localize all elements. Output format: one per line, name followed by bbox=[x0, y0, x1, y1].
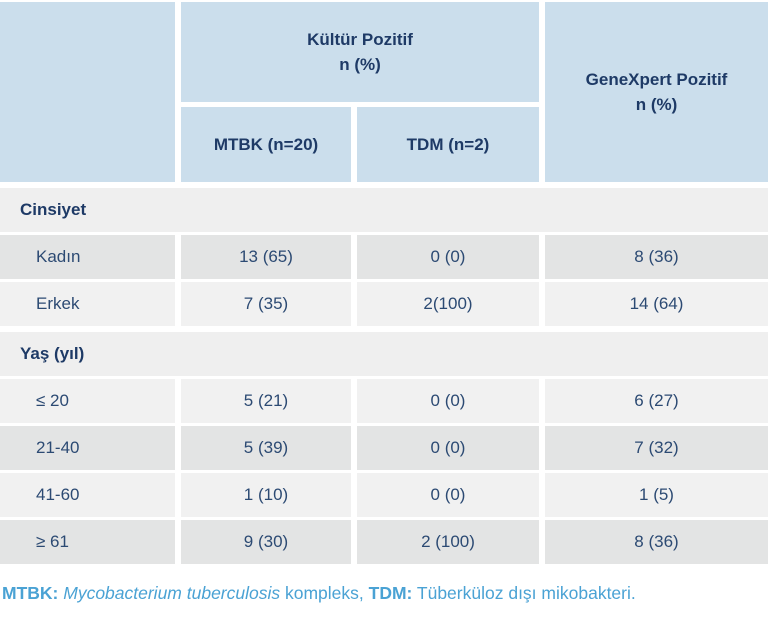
cell-tdm: 0 (0) bbox=[357, 426, 539, 470]
cell-genexpert: 8 (36) bbox=[545, 235, 768, 279]
cell-genexpert: 6 (27) bbox=[545, 379, 768, 423]
header-column-mtbk: MTBK (n=20) bbox=[181, 107, 351, 182]
row-label: Erkek bbox=[0, 282, 175, 326]
cell-mtbk: 5 (21) bbox=[181, 379, 351, 423]
table-row-age-21-40: 21-40 5 (39) 0 (0) 7 (32) bbox=[0, 426, 768, 470]
table-row-age-41-60: 41-60 1 (10) 0 (0) 1 (5) bbox=[0, 473, 768, 517]
table-header: Kültür Pozitif n (%) MTBK (n=20) TDM (n=… bbox=[0, 2, 768, 182]
row-label: Kadın bbox=[0, 235, 175, 279]
cell-tdm: 2(100) bbox=[357, 282, 539, 326]
footnote-mtbk-definition: kompleks, bbox=[280, 583, 369, 603]
section-header-cinsiyet: Cinsiyet bbox=[0, 188, 768, 232]
footnote-mtbk-abbreviation: MTBK: bbox=[2, 583, 59, 603]
row-label: 21-40 bbox=[0, 426, 175, 470]
cell-genexpert: 7 (32) bbox=[545, 426, 768, 470]
table-row-erkek: Erkek 7 (35) 2(100) 14 (64) bbox=[0, 282, 768, 326]
header-culture-positive-line2: n (%) bbox=[339, 55, 381, 74]
section-header-yas: Yaş (yıl) bbox=[0, 332, 768, 376]
cell-tdm: 0 (0) bbox=[357, 235, 539, 279]
cell-tdm: 0 (0) bbox=[357, 473, 539, 517]
cell-genexpert: 14 (64) bbox=[545, 282, 768, 326]
footnote-mtbk-species-name: Mycobacterium tuberculosis bbox=[58, 583, 281, 603]
cell-mtbk: 5 (39) bbox=[181, 426, 351, 470]
header-empty-corner-cell bbox=[0, 2, 175, 182]
cell-mtbk: 7 (35) bbox=[181, 282, 351, 326]
header-genexpert-line2: n (%) bbox=[635, 95, 678, 114]
header-culture-positive-line1: Kültür Pozitif bbox=[307, 30, 413, 49]
cell-genexpert: 8 (36) bbox=[545, 520, 768, 564]
footnote-tdm-abbreviation: TDM: bbox=[368, 583, 413, 603]
row-label: ≥ 61 bbox=[0, 520, 175, 564]
cell-mtbk: 9 (30) bbox=[181, 520, 351, 564]
cell-mtbk: 13 (65) bbox=[181, 235, 351, 279]
footnote-tdm-definition: Tüberküloz dışı mikobakteri. bbox=[412, 583, 636, 603]
table-row-age-le20: ≤ 20 5 (21) 0 (0) 6 (27) bbox=[0, 379, 768, 423]
footnote: MTBK: Mycobacterium tuberculosis komplek… bbox=[0, 581, 768, 606]
header-column-tdm: TDM (n=2) bbox=[357, 107, 539, 182]
cell-genexpert: 1 (5) bbox=[545, 473, 768, 517]
row-label: 41-60 bbox=[0, 473, 175, 517]
header-genexpert-line1: GeneXpert Pozitif bbox=[585, 70, 728, 89]
table-row-age-ge61: ≥ 61 9 (30) 2 (100) 8 (36) bbox=[0, 520, 768, 564]
row-label: ≤ 20 bbox=[0, 379, 175, 423]
header-culture-positive: Kültür Pozitif n (%) bbox=[181, 2, 539, 102]
header-genexpert-positive: GeneXpert Pozitif n (%) bbox=[545, 2, 768, 182]
table-row-kadin: Kadın 13 (65) 0 (0) 8 (36) bbox=[0, 235, 768, 279]
cell-tdm: 2 (100) bbox=[357, 520, 539, 564]
cell-mtbk: 1 (10) bbox=[181, 473, 351, 517]
cell-tdm: 0 (0) bbox=[357, 379, 539, 423]
